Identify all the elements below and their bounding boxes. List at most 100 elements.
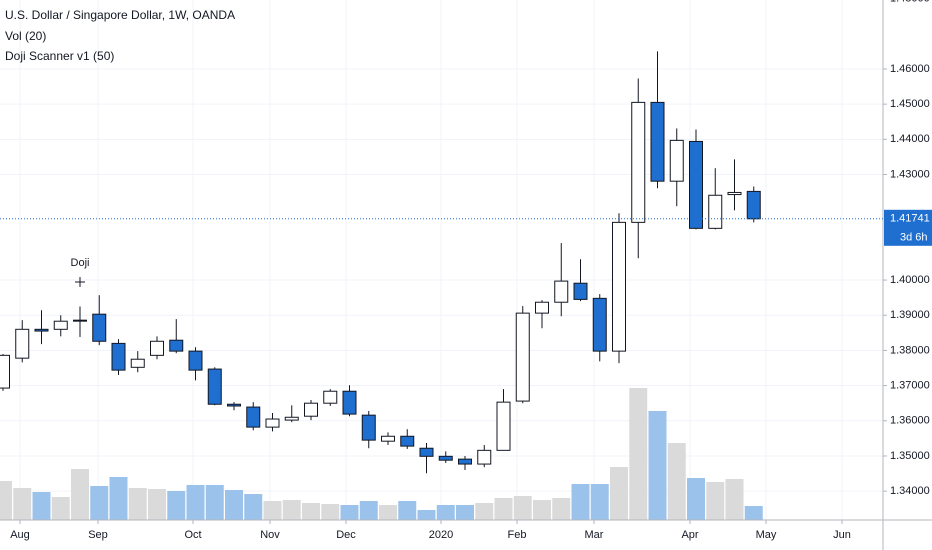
candle-body <box>612 221 626 352</box>
candle-body <box>669 139 684 182</box>
volume-bar <box>629 388 648 520</box>
volume-bar <box>648 411 667 520</box>
volume-bar <box>244 494 263 520</box>
volume-bar <box>494 498 513 520</box>
candles: Doji <box>0 51 761 474</box>
x-tick-label: Apr <box>681 529 698 541</box>
volume-bar <box>610 467 628 520</box>
y-tick-label: 1.46000 <box>890 63 930 75</box>
volume-bar <box>513 496 532 520</box>
candle-body <box>746 190 761 220</box>
volume-bar <box>706 482 725 520</box>
candle-body <box>381 435 395 442</box>
volume-bar <box>263 501 282 520</box>
candle-body <box>92 313 107 342</box>
candle-body <box>496 401 511 451</box>
volume-bar <box>0 481 12 520</box>
candle-body <box>227 403 241 407</box>
candle-body <box>169 339 184 352</box>
candle-body <box>650 101 665 182</box>
volume-bar <box>302 503 320 520</box>
volume-bar <box>398 501 417 520</box>
y-tick-label: 1.35000 <box>890 450 930 462</box>
x-tick-label: 2020 <box>429 529 453 541</box>
candle-body <box>207 368 222 405</box>
volume-bar <box>379 505 397 520</box>
x-tick-label: Dec <box>336 529 356 541</box>
y-tick-label: 1.37000 <box>890 380 930 392</box>
volume-bar <box>205 485 224 520</box>
volume-bar <box>533 500 551 520</box>
candle-body <box>438 455 453 461</box>
y-tick-label: 1.43000 <box>890 168 930 180</box>
volume-bar <box>475 503 494 520</box>
candle-body <box>554 280 569 303</box>
volume-bar <box>109 477 128 520</box>
x-tick-label: Mar <box>585 529 604 541</box>
candle-body <box>34 328 49 332</box>
y-tick-label: 1.40000 <box>890 274 930 286</box>
candle-body <box>15 328 30 359</box>
candle-body <box>400 435 415 447</box>
candle-body <box>592 297 607 352</box>
candle-body <box>361 414 376 441</box>
y-tick-label: 1.39000 <box>890 309 930 321</box>
annotation: Doji <box>71 257 90 269</box>
volume-bar <box>282 500 301 520</box>
candle-body <box>708 194 723 229</box>
indicator-label: Doji Scanner v1 (50) <box>5 49 114 63</box>
volume-bar <box>51 497 70 520</box>
volume-bar <box>744 506 763 520</box>
candle-body <box>477 449 492 465</box>
y-tick-label: 1.34000 <box>890 485 930 497</box>
candle-body <box>246 406 261 428</box>
x-tick-label: Jun <box>833 529 851 541</box>
volume-bar <box>148 489 166 520</box>
y-tick-label: 1.44000 <box>890 133 930 145</box>
volume-bar <box>359 501 378 520</box>
candle-body <box>53 320 68 330</box>
y-tick-label: 1.48000 <box>890 0 930 4</box>
volume-bar <box>552 498 571 520</box>
x-tick-label: Aug <box>10 529 30 541</box>
candle-body <box>73 319 87 322</box>
chart-title: U.S. Dollar / Singapore Dollar, 1W, OAND… <box>5 8 235 22</box>
volume-bar <box>456 505 474 520</box>
candle-body <box>111 342 126 371</box>
volume-bar <box>167 491 186 520</box>
candle-body <box>265 418 280 428</box>
candle-body <box>515 312 530 402</box>
y-tick-label: 1.38000 <box>890 344 930 356</box>
volume-bar <box>321 504 340 520</box>
volume-bar <box>186 485 205 520</box>
volume-bar <box>687 478 705 520</box>
candle-body <box>689 140 703 229</box>
candle-body <box>188 350 203 371</box>
candle-body <box>342 390 357 415</box>
candle-body <box>150 340 164 356</box>
volume-bar <box>90 486 109 520</box>
volume-bar <box>725 479 744 520</box>
candle-body <box>323 390 338 404</box>
volume-bar <box>667 443 686 520</box>
y-tick-label: 1.45000 <box>890 98 930 110</box>
volume-bar <box>436 505 455 520</box>
volume-bar <box>225 490 243 520</box>
volume-bar <box>32 492 51 520</box>
candle-body <box>727 191 742 196</box>
candle-body <box>0 354 10 389</box>
volume-bar <box>417 510 436 520</box>
last-price-label: 1.41741 <box>890 213 930 225</box>
volume-bar <box>340 505 359 520</box>
countdown-label: 3d 6h <box>900 232 928 244</box>
volume-bar <box>71 469 89 520</box>
y-tick-label: 1.36000 <box>890 415 930 427</box>
x-tick-label: Feb <box>508 529 527 541</box>
x-tick-label: Oct <box>184 529 201 541</box>
candle-body <box>573 282 588 300</box>
candle-body <box>130 358 145 368</box>
candle-body <box>419 447 434 457</box>
